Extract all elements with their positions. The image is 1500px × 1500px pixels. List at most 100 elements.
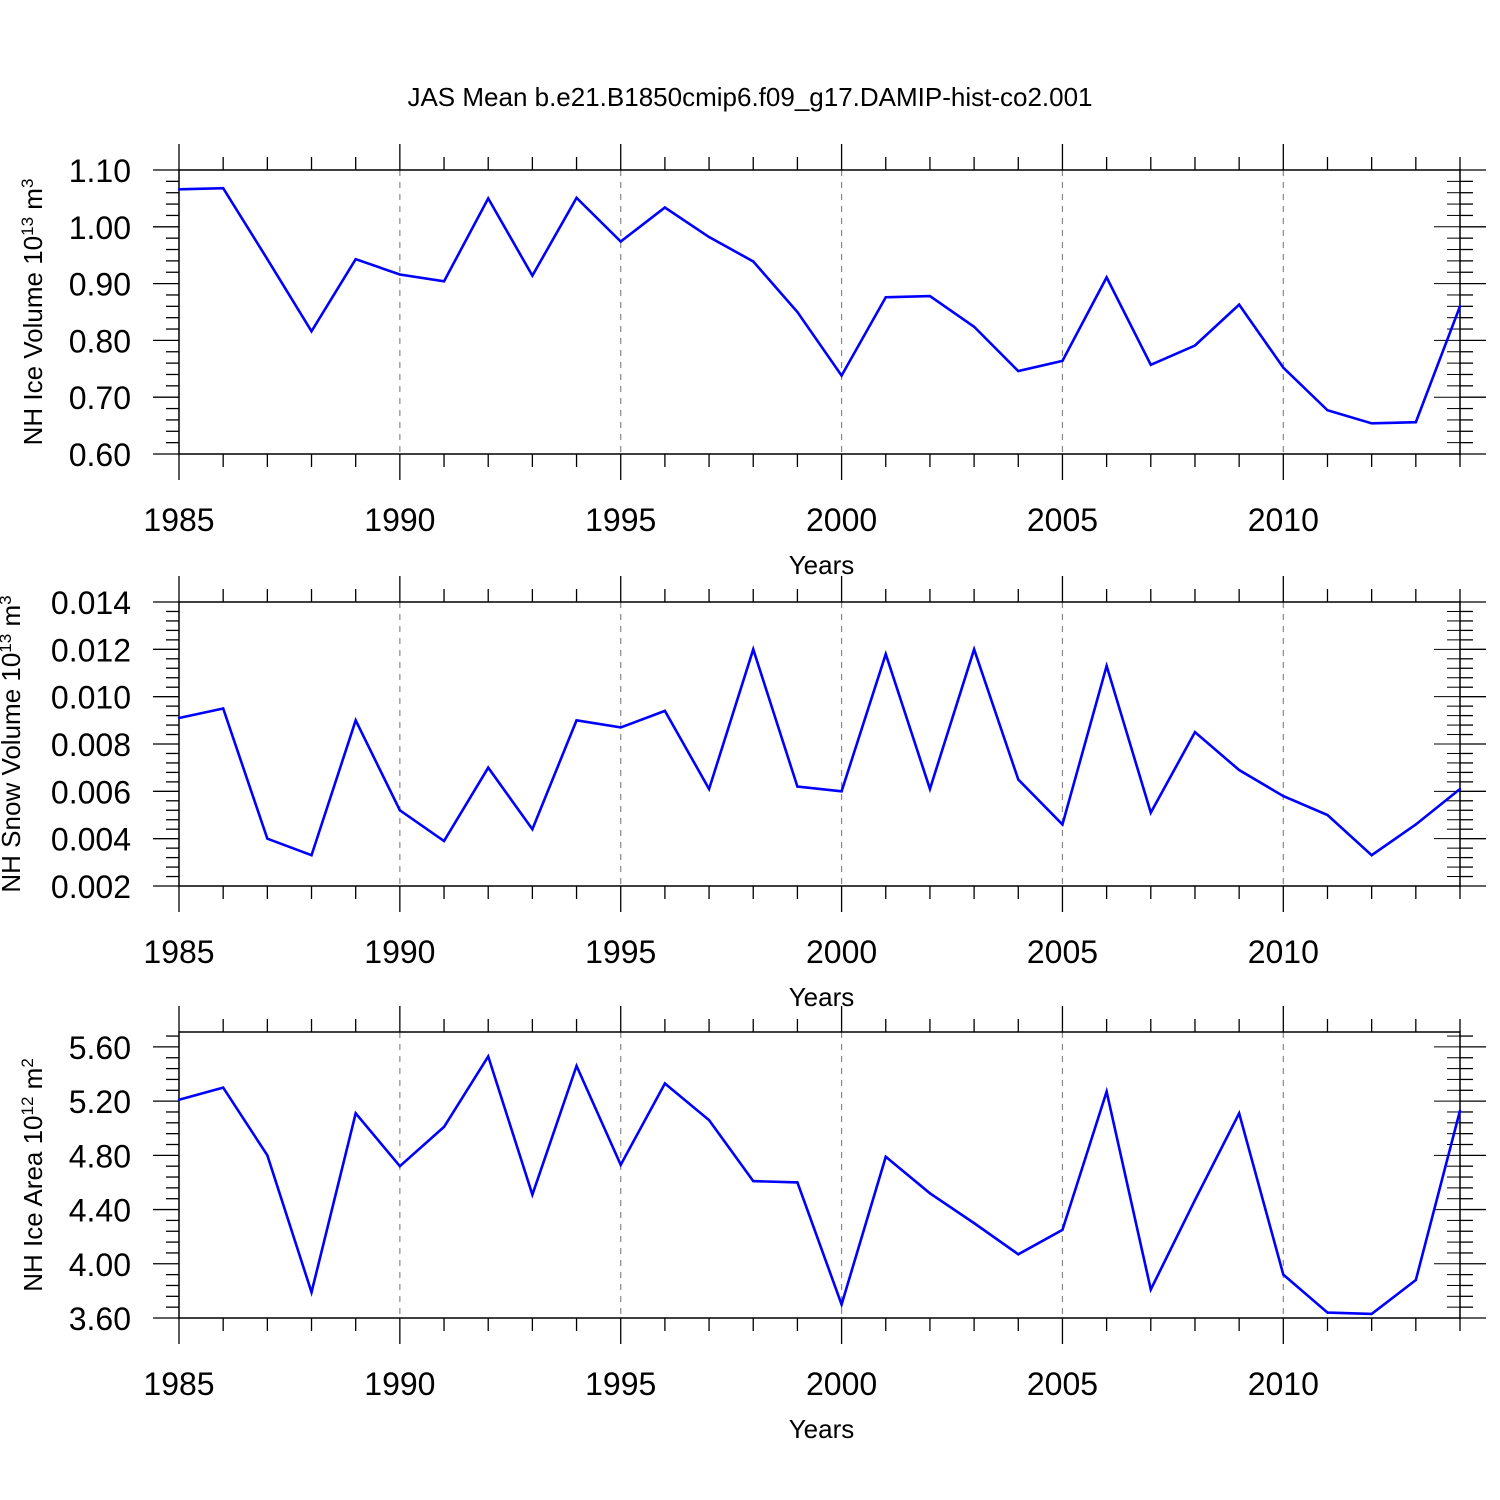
data-point — [840, 1303, 843, 1306]
x-tick-label: 1985 — [143, 934, 214, 970]
y-tick-label: 0.004 — [51, 822, 131, 858]
data-point — [1017, 369, 1020, 373]
data-point — [928, 1192, 932, 1195]
data-point — [1237, 768, 1241, 772]
x-tick-label: 1985 — [143, 502, 214, 538]
x-axis-label: Years — [789, 1414, 855, 1444]
data-point — [354, 719, 357, 722]
x-tick-label: 1995 — [585, 934, 656, 970]
y-tick-label: 4.00 — [69, 1247, 131, 1283]
data-point — [752, 648, 755, 651]
data-point — [1282, 366, 1285, 369]
plot-frame — [178, 1031, 1461, 1319]
y-axis-label-part: NH Snow Volume 10 — [0, 653, 26, 893]
data-point — [398, 1164, 402, 1168]
data-point — [1061, 823, 1064, 826]
data-point — [442, 1125, 446, 1129]
data-point — [1061, 1228, 1064, 1232]
x-tick-label: 2000 — [806, 1366, 877, 1402]
x-axis-label: Years — [789, 982, 855, 1012]
data-point — [928, 787, 932, 791]
data-point — [531, 1193, 534, 1196]
data-point — [1149, 1288, 1152, 1291]
y-axis-label-part: m — [0, 605, 26, 634]
data-point — [1458, 305, 1462, 308]
data-point — [1282, 794, 1285, 798]
y-axis-label-part: NH Ice Area 10 — [18, 1115, 48, 1291]
data-point — [398, 809, 402, 812]
data-point — [221, 186, 225, 190]
x-tick-label: 2010 — [1248, 502, 1319, 538]
data-point — [884, 296, 887, 299]
data-point — [266, 1154, 269, 1157]
y-axis-label: NH Ice Area 1012 m2 — [18, 1058, 49, 1292]
x-tick-label: 1990 — [364, 502, 435, 538]
data-point — [796, 310, 799, 314]
data-point — [575, 1064, 578, 1068]
data-point — [884, 1155, 887, 1158]
data-point — [752, 260, 755, 263]
y-axis-label-superscript: 13 — [0, 634, 15, 653]
data-point — [1370, 854, 1373, 857]
y-axis-label-superscript: 3 — [0, 595, 15, 604]
data-point — [310, 854, 313, 857]
data-point — [398, 273, 402, 276]
x-tick-label: 2005 — [1027, 934, 1098, 970]
data-point — [1414, 1278, 1418, 1282]
data-point — [928, 294, 932, 298]
y-axis-label: NH Ice Volume 1013 m3 — [18, 179, 49, 446]
data-point — [707, 787, 711, 791]
data-point — [796, 785, 799, 788]
x-tick-label: 2010 — [1248, 934, 1319, 970]
data-point — [266, 837, 269, 840]
data-point — [1105, 276, 1108, 279]
data-point — [1105, 664, 1108, 668]
data-point — [972, 1221, 976, 1225]
data-point — [1370, 1312, 1373, 1316]
data-point — [442, 839, 446, 843]
y-axis-label-superscript: 13 — [18, 217, 37, 236]
data-point — [354, 257, 357, 261]
chart-panel-2: 1985 1990 1995 2000 2005 2010 0.002 0.004 0.006 0… — [0, 576, 1486, 1012]
data-point — [840, 790, 843, 793]
y-tick-label: 1.00 — [69, 210, 131, 246]
y-axis-label-superscript: 3 — [18, 179, 37, 188]
data-point — [663, 1082, 667, 1085]
y-tick-label: 4.40 — [69, 1193, 131, 1229]
data-point — [1326, 813, 1329, 817]
y-tick-label: 0.010 — [51, 680, 131, 716]
data-point — [663, 709, 667, 713]
data-point — [310, 1291, 313, 1294]
data-point — [1149, 363, 1152, 367]
data-point — [840, 374, 843, 377]
data-point — [177, 1098, 181, 1101]
x-tick-label: 2000 — [806, 502, 877, 538]
data-point — [663, 206, 667, 209]
x-tick-label: 1990 — [364, 934, 435, 970]
y-axis-label-part: m — [18, 1068, 48, 1097]
data-point — [1370, 422, 1373, 425]
y-tick-label: 0.012 — [51, 632, 131, 668]
chart-panel-3: 1985 1990 1995 2000 2005 2010 3.60 4.00 4.40 4.80… — [18, 1006, 1486, 1444]
x-tick-label: 1985 — [143, 1366, 214, 1402]
data-point — [1105, 1090, 1108, 1093]
data-point — [1149, 811, 1152, 814]
y-tick-label: 0.002 — [51, 869, 131, 905]
series-line — [178, 645, 1461, 857]
y-tick-label: 0.008 — [51, 727, 131, 763]
series-line — [178, 186, 1462, 425]
y-axis-label-superscript: 2 — [18, 1058, 37, 1067]
data-point — [354, 1112, 357, 1115]
x-tick-label: 1995 — [585, 1366, 656, 1402]
data-point — [884, 652, 887, 656]
data-point — [1017, 778, 1020, 781]
data-point — [487, 1055, 490, 1058]
figure-title: JAS Mean b.e21.B1850cmip6.f09_g17.DAMIP-… — [407, 82, 1092, 112]
data-point — [1193, 1198, 1197, 1202]
data-point — [1414, 420, 1418, 424]
data-point — [1017, 1253, 1020, 1256]
y-tick-label: 0.90 — [69, 267, 131, 303]
y-tick-label: 3.60 — [69, 1301, 131, 1337]
y-tick-label: 0.70 — [69, 380, 131, 416]
